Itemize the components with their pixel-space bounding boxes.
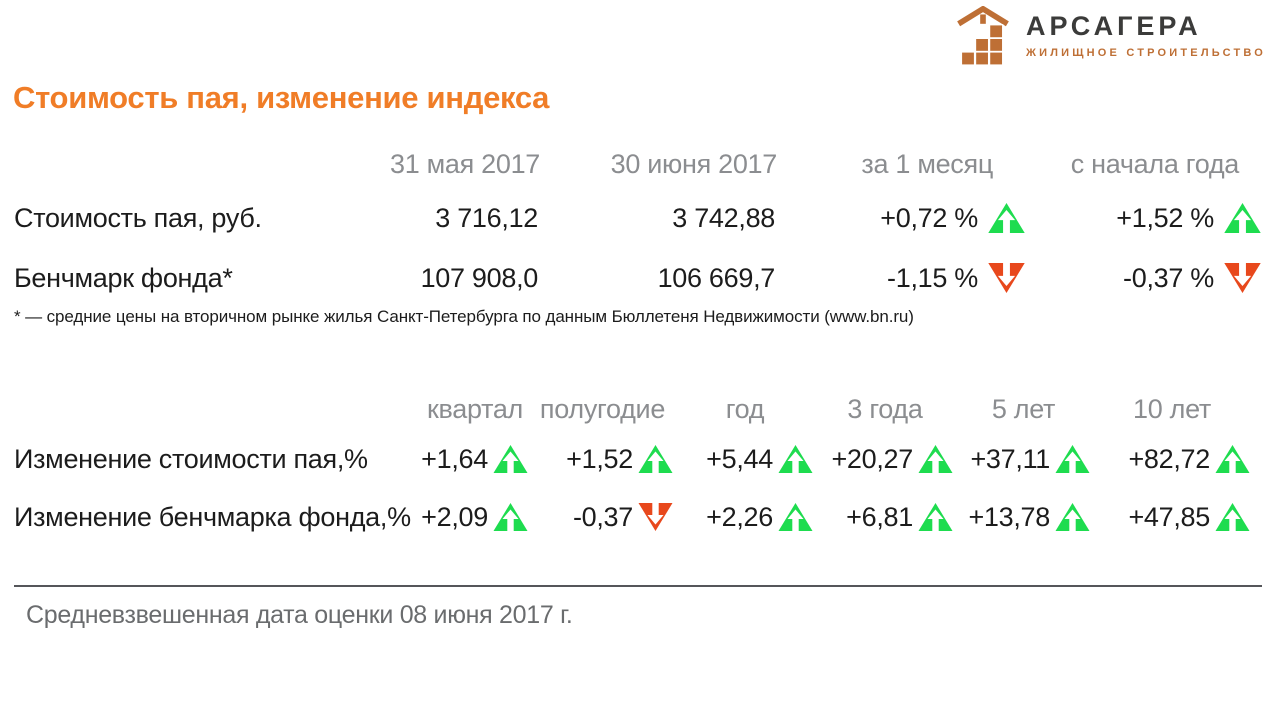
table1-header-date1: 31 мая 2017 (390, 148, 540, 179)
page-title: Стоимость пая, изменение индекса (13, 80, 550, 115)
logo-text: АРСАГЕРА ЖИЛИЩНОЕ СТРОИТЕЛЬСТВО (1025, 6, 1266, 59)
table2-cell: +82,72 (1092, 430, 1252, 488)
up-arrow-icon (1215, 503, 1250, 531)
logo: АРСАГЕРА ЖИЛИЩНОЕ СТРОИТЕЛЬСТВО (952, 6, 1266, 66)
table2-cell: +37,11 (955, 430, 1092, 488)
period-change-table: квартал полугодие год 3 года 5 лет 10 ле… (0, 388, 1252, 546)
table2-cell: +13,78 (955, 488, 1092, 546)
value-text: -0,37 (572, 501, 633, 532)
value-text: +6,81 (846, 501, 913, 532)
table2-row-label: Изменение стоимости пая,% (14, 443, 368, 474)
table1-cell: 3 742,88 (540, 188, 777, 248)
value-text: 106 669,7 (657, 262, 776, 293)
value-text: 3 716,12 (435, 202, 538, 233)
value-text: +1,52 (566, 443, 633, 474)
table1-corner-cell (0, 140, 390, 188)
valuation-date-text: Средневзвешенная дата оценки 08 июня 201… (26, 601, 573, 629)
table2-header-halfyear: полугодие (539, 393, 666, 424)
table2-cell: +1,64 (420, 430, 530, 488)
up-arrow-icon (778, 445, 813, 473)
value-text: +5,44 (706, 443, 773, 474)
table1-header-ytd: с начала года (1070, 148, 1240, 179)
table2-header-quarter: квартал (426, 393, 524, 424)
table2-cell: +20,27 (815, 430, 955, 488)
table2-header-10years: 10 лет (1133, 393, 1211, 424)
value-text: +2,09 (421, 501, 488, 532)
footer-divider (14, 585, 1262, 587)
up-arrow-icon (1055, 503, 1090, 531)
value-text: +13,78 (968, 501, 1050, 532)
table1-row-label: Бенчмарк фонда* (14, 262, 233, 293)
table1-cell: 107 908,0 (390, 248, 540, 308)
table2-header-3years: 3 года (847, 393, 923, 424)
table1-cell: +1,52 % (1027, 188, 1263, 248)
up-arrow-icon (638, 445, 673, 473)
value-text: +37,11 (970, 443, 1050, 474)
value-text: +0,72 % (880, 202, 978, 233)
table2-cell: +2,09 (420, 488, 530, 546)
table1-header-date2: 30 июня 2017 (610, 148, 778, 179)
table1-row-label: Стоимость пая, руб. (14, 202, 262, 233)
table1-header-1month: за 1 месяц (861, 148, 993, 179)
value-text: +82,72 (1128, 443, 1210, 474)
value-text: 107 908,0 (420, 262, 539, 293)
value-text: +2,26 (706, 501, 773, 532)
value-text: -0,37 % (1123, 262, 1214, 293)
up-arrow-icon (1224, 203, 1261, 233)
value-text: +47,85 (1128, 501, 1210, 532)
value-text: +20,27 (831, 443, 913, 474)
down-arrow-icon (988, 263, 1025, 293)
table2-cell: +1,52 (530, 430, 675, 488)
table2-cell: -0,37 (530, 488, 675, 546)
table2-cell: +47,85 (1092, 488, 1252, 546)
up-arrow-icon (493, 445, 528, 473)
up-arrow-icon (493, 503, 528, 531)
logo-house-icon (957, 6, 1009, 66)
value-text: 3 742,88 (672, 202, 775, 233)
up-arrow-icon (918, 445, 953, 473)
table2-corner-cell (0, 388, 420, 430)
logo-tagline-text: ЖИЛИЩНОЕ СТРОИТЕЛЬСТВО (1025, 46, 1266, 59)
table1-cell: +0,72 % (777, 188, 1027, 248)
table1-cell: -1,15 % (777, 248, 1027, 308)
table1-cell: -0,37 % (1027, 248, 1263, 308)
value-text: -1,15 % (887, 262, 978, 293)
up-arrow-icon (1055, 445, 1090, 473)
down-arrow-icon (1224, 263, 1261, 293)
table1-cell: 3 716,12 (390, 188, 540, 248)
value-text: +1,52 % (1116, 202, 1214, 233)
unit-value-table: 31 мая 2017 30 июня 2017 за 1 месяц с на… (0, 140, 1263, 308)
up-arrow-icon (778, 503, 813, 531)
table2-cell: +2,26 (675, 488, 815, 546)
table2-cell: +6,81 (815, 488, 955, 546)
table2-cell: +5,44 (675, 430, 815, 488)
table2-header-5years: 5 лет (991, 393, 1056, 424)
up-arrow-icon (988, 203, 1025, 233)
logo-brand-text: АРСАГЕРА (1025, 11, 1202, 41)
up-arrow-icon (1215, 445, 1250, 473)
down-arrow-icon (638, 503, 673, 531)
table2-row-label: Изменение бенчмарка фонда,% (14, 501, 411, 532)
table2-header-year: год (725, 393, 765, 424)
up-arrow-icon (918, 503, 953, 531)
benchmark-footnote: * — средние цены на вторичном рынке жиль… (14, 307, 914, 326)
value-text: +1,64 (421, 443, 488, 474)
table1-cell: 106 669,7 (540, 248, 777, 308)
